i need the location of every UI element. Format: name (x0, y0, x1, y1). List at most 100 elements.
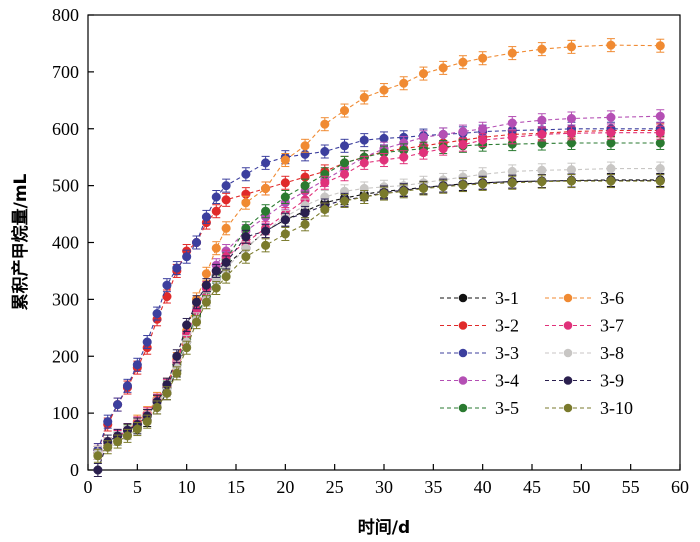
data-point (566, 176, 577, 186)
data-point (438, 63, 448, 73)
data-point (566, 165, 577, 175)
y-axis-title: 累积产甲烷量/mL (10, 173, 31, 310)
series-line (97, 128, 661, 451)
series-line (97, 44, 661, 454)
legend-item: 3-6 (545, 288, 624, 308)
legend-label: 3-1 (495, 288, 519, 308)
x-tick-label: 45 (523, 477, 541, 497)
data-point (458, 180, 468, 190)
x-tick-label: 5 (133, 477, 142, 497)
y-tick-label: 700 (52, 62, 79, 82)
data-point (359, 92, 369, 103)
data-point (211, 266, 221, 276)
data-point (172, 368, 182, 378)
data-point (438, 144, 448, 154)
series-line (97, 115, 661, 454)
data-point (261, 226, 271, 236)
legend-swatch-marker (458, 403, 468, 413)
data-point (418, 69, 429, 79)
legend-swatch-marker (563, 376, 573, 385)
y-tick-label: 400 (52, 233, 79, 253)
series-layer (93, 38, 665, 477)
data-point (606, 164, 616, 174)
legend-item: 3-5 (440, 398, 519, 418)
legend-swatch-marker (563, 293, 573, 303)
data-point (507, 166, 517, 176)
data-point (162, 280, 172, 290)
data-point (320, 119, 330, 129)
legend-item: 3-2 (440, 316, 519, 336)
data-point (537, 165, 547, 175)
data-point (438, 129, 448, 139)
data-point (221, 181, 231, 191)
y-tick-label: 300 (52, 289, 79, 309)
data-point (458, 127, 468, 137)
data-point (379, 189, 389, 199)
data-point (655, 111, 665, 121)
legend-label: 3-10 (600, 398, 633, 418)
data-point (280, 215, 290, 225)
data-point (261, 183, 271, 194)
data-point (201, 269, 211, 279)
data-point (211, 206, 221, 216)
data-point (418, 148, 429, 158)
x-tick-label: 30 (375, 477, 393, 497)
series-3-9 (93, 173, 665, 477)
data-point (221, 195, 231, 205)
legend: 3-1 3-2 3-3 3-4 3-5 3-6 3-7 3-8 3-9 3-10 (440, 288, 633, 418)
legend-label: 3-6 (600, 288, 624, 308)
x-tick-label: 20 (276, 477, 294, 497)
data-point (280, 178, 290, 188)
data-point (507, 132, 517, 142)
legend-label: 3-4 (495, 371, 519, 391)
data-point (339, 141, 350, 151)
data-point (300, 219, 310, 229)
data-point (399, 78, 409, 88)
data-point (379, 133, 389, 143)
data-point (507, 178, 517, 188)
data-point (142, 337, 152, 347)
series-3-7 (93, 125, 665, 460)
axes-ticks: 0 5 10 15 20 25 30 35 40 45 50 55 600100200300400500… (52, 5, 689, 497)
data-point (478, 135, 488, 145)
y-tick-label: 100 (52, 403, 79, 423)
data-point (191, 317, 202, 327)
x-tick-label: 25 (326, 477, 344, 497)
data-point (438, 182, 448, 192)
data-point (566, 42, 577, 52)
series-3-4 (93, 109, 665, 460)
data-point (152, 402, 162, 412)
data-point (606, 40, 616, 50)
data-point (655, 41, 665, 51)
x-axis-title: 时间/d (358, 517, 410, 538)
legend-label: 3-5 (495, 398, 519, 418)
x-tick-label: 10 (178, 477, 196, 497)
legend-item: 3-8 (545, 343, 624, 363)
series-3-1 (93, 172, 665, 460)
data-point (201, 280, 211, 290)
data-point (211, 283, 221, 293)
data-point (241, 169, 251, 179)
legend-item: 3-1 (440, 288, 519, 308)
series-3-8 (93, 161, 665, 460)
legend-item: 3-10 (545, 398, 633, 418)
data-point (300, 208, 310, 218)
legend-label: 3-8 (600, 343, 624, 363)
series-line (97, 179, 661, 454)
data-point (339, 196, 350, 206)
series-3-5 (93, 135, 665, 460)
legend-item: 3-9 (545, 371, 624, 391)
data-point (122, 381, 133, 391)
data-point (478, 179, 488, 189)
data-point (152, 309, 162, 319)
data-point (280, 192, 290, 202)
data-point (261, 158, 271, 168)
data-point (191, 297, 202, 307)
data-point (606, 112, 616, 122)
series-3-10 (93, 174, 665, 463)
legend-item: 3-3 (440, 343, 519, 363)
series-line (97, 129, 661, 451)
data-point (201, 297, 211, 307)
data-point (379, 85, 389, 95)
legend-label: 3-2 (495, 316, 519, 336)
